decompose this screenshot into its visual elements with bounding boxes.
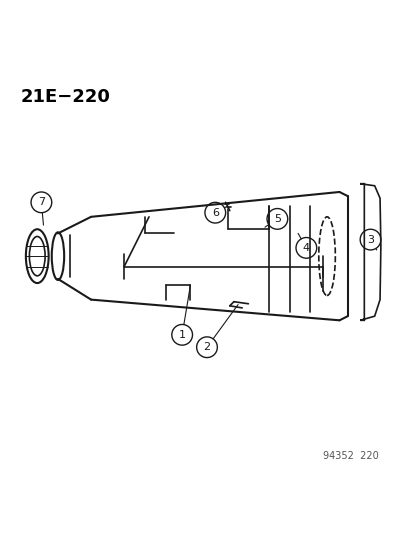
Text: 5: 5: [273, 214, 280, 224]
Text: 1: 1: [178, 330, 185, 340]
Text: 7: 7: [38, 197, 45, 207]
Text: 3: 3: [366, 235, 373, 245]
Text: 94352  220: 94352 220: [322, 451, 378, 461]
Text: 21E−220: 21E−220: [21, 88, 110, 107]
Text: 4: 4: [302, 243, 309, 253]
Text: 2: 2: [203, 342, 210, 352]
Text: 6: 6: [211, 208, 218, 217]
